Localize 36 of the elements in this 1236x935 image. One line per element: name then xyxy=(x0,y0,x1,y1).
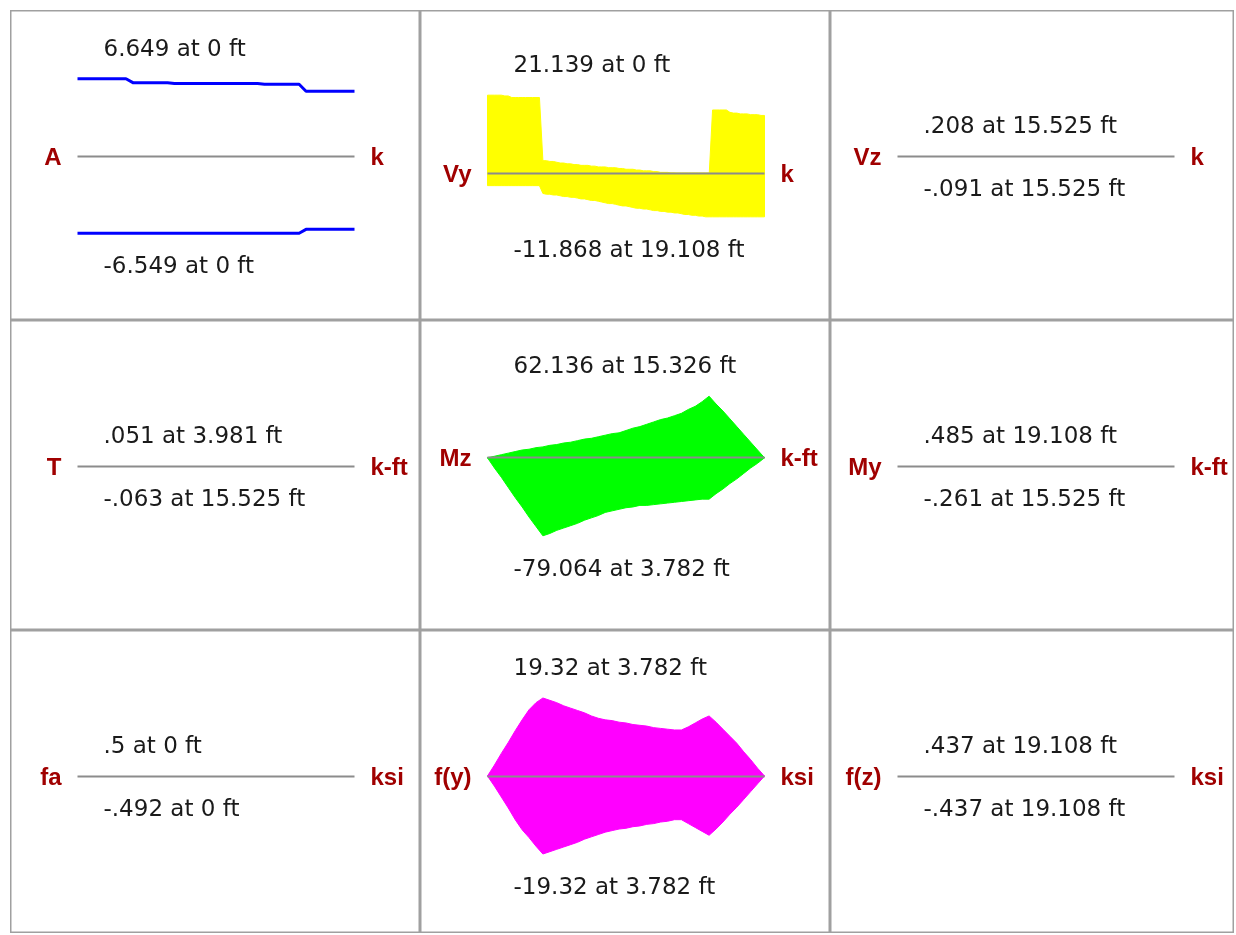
text: 19.32 at 3.782 ft xyxy=(513,654,707,680)
text: -19.32 at 3.782 ft xyxy=(513,873,716,899)
text: 21.139 at 0 ft xyxy=(513,51,671,78)
y-axis-title: f(y) xyxy=(434,762,472,790)
y2-axis-title: ksi xyxy=(780,762,814,790)
text: -.063 at 15.525 ft xyxy=(103,485,306,511)
text: -.437 at 19.108 ft xyxy=(923,795,1126,821)
text: -6.549 at 0 ft xyxy=(103,252,255,279)
text: k-ft xyxy=(1190,452,1228,480)
text: .485 at 19.108 ft xyxy=(923,422,1117,448)
y2-axis-title: k xyxy=(370,143,385,171)
text: k-ft xyxy=(370,452,408,480)
y2-axis-title: k-ft xyxy=(780,444,818,472)
y2-axis-title: k xyxy=(780,159,795,187)
text: k xyxy=(1190,142,1205,170)
text: fa xyxy=(40,762,63,790)
text: -.492 at 0 ft xyxy=(103,795,240,821)
text: .051 at 3.981 ft xyxy=(103,422,283,448)
text: .437 at 19.108 ft xyxy=(923,732,1117,758)
text: ksi xyxy=(370,762,404,790)
text: -79.064 at 3.782 ft xyxy=(513,554,730,581)
text: Vz xyxy=(853,142,882,170)
text: -11.868 at 19.108 ft xyxy=(513,235,745,262)
text: -.261 at 15.525 ft xyxy=(923,485,1126,511)
y-axis-title: A xyxy=(44,143,62,171)
text: 6.649 at 0 ft xyxy=(103,34,246,61)
y-axis-title: Mz xyxy=(439,444,472,472)
text: My xyxy=(848,452,883,480)
text: f(z) xyxy=(845,762,882,790)
text: -.091 at 15.525 ft xyxy=(923,175,1126,201)
text: .5 at 0 ft xyxy=(103,732,202,758)
text: .208 at 15.525 ft xyxy=(923,112,1117,138)
text: ksi xyxy=(1190,762,1224,790)
text: T xyxy=(46,452,62,480)
text: 62.136 at 15.326 ft xyxy=(513,352,737,379)
y-axis-title: Vy xyxy=(443,159,473,187)
